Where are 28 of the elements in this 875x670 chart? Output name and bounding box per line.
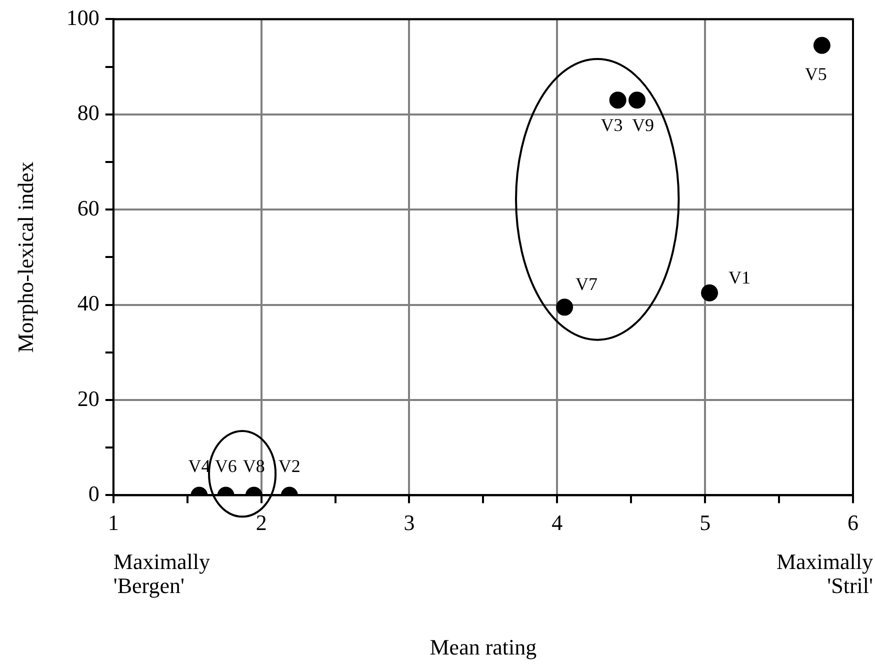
- x-tick-label: 6: [848, 510, 858, 536]
- x-tick-label: 3: [404, 510, 415, 536]
- x-tick-label: 4: [552, 510, 563, 536]
- series-label: V2: [278, 456, 300, 476]
- y-axis-title: Morpho-lexical index: [12, 162, 38, 353]
- y-tick-label: 0: [88, 480, 100, 506]
- y-tick-label: 60: [77, 195, 100, 220]
- series-label: V3: [600, 114, 623, 135]
- series-label: V4: [188, 456, 210, 476]
- series-label: V5: [804, 64, 827, 84]
- series-label: V9: [632, 114, 654, 135]
- text: Maximally 'Bergen': [113, 548, 210, 598]
- y-tick-label: 80: [77, 100, 100, 126]
- text: Maximally 'Stril': [776, 548, 874, 598]
- x-axis-title: Mean rating: [430, 634, 537, 660]
- x-tick-label: 1: [108, 510, 119, 536]
- point: [628, 92, 646, 109]
- point: [813, 36, 830, 54]
- y-tick-label: 20: [77, 386, 100, 411]
- point: [609, 92, 626, 109]
- series-label: V6: [214, 456, 237, 476]
- y-tick-label: 40: [77, 290, 100, 316]
- series-label: V1: [728, 268, 751, 288]
- series-label: V8: [242, 456, 265, 476]
- x-tick-label: 5: [700, 510, 711, 536]
- x-tick-label: 2: [256, 510, 267, 536]
- y-tick-label: 100: [66, 4, 100, 30]
- series-label: V7: [576, 274, 598, 294]
